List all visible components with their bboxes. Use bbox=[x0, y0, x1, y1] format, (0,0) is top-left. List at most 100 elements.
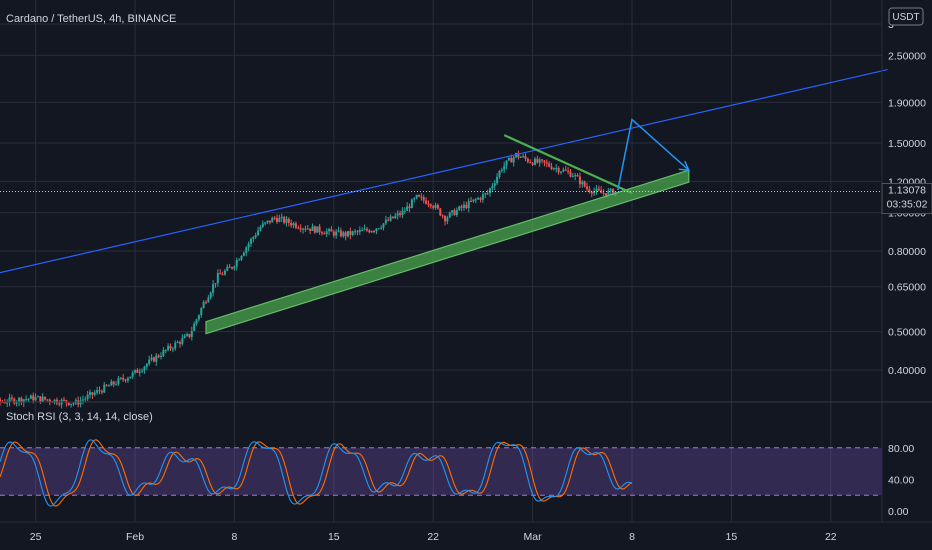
stoch-tick-label: 40.00 bbox=[888, 474, 914, 486]
candle-body bbox=[420, 196, 423, 198]
candle-body bbox=[484, 193, 487, 195]
candle-body bbox=[306, 228, 309, 230]
candle-body bbox=[602, 193, 605, 195]
candle-body bbox=[332, 231, 335, 236]
candle-body bbox=[401, 210, 404, 215]
candle-body bbox=[209, 292, 212, 298]
candle-body bbox=[394, 215, 397, 219]
candle-body bbox=[363, 228, 366, 230]
projection-path[interactable] bbox=[617, 118, 690, 191]
candle-body bbox=[569, 171, 572, 177]
currency-badge-box[interactable] bbox=[888, 7, 924, 26]
candle-body bbox=[171, 348, 174, 350]
candle-body bbox=[612, 188, 615, 195]
candle-body bbox=[365, 228, 368, 231]
candle-body bbox=[529, 161, 532, 163]
candle-body bbox=[89, 392, 92, 395]
candle-body bbox=[557, 168, 560, 173]
candle-body bbox=[193, 323, 196, 331]
currency-badge: USDT bbox=[892, 12, 919, 23]
candle-body bbox=[467, 200, 470, 209]
candle-body bbox=[512, 157, 515, 163]
candle-body bbox=[81, 399, 84, 401]
candle-body bbox=[545, 162, 548, 164]
candle-body bbox=[20, 397, 23, 403]
candle-body bbox=[188, 334, 191, 337]
upper-trendline[interactable] bbox=[0, 69, 888, 284]
candle-body bbox=[15, 401, 18, 404]
candle-body bbox=[266, 220, 269, 223]
candle-body bbox=[58, 403, 61, 405]
candle-body bbox=[477, 198, 480, 200]
candle-body bbox=[373, 231, 376, 233]
candle-body bbox=[294, 223, 297, 228]
candle-body bbox=[552, 168, 555, 170]
candle-body bbox=[347, 231, 349, 237]
candle-body bbox=[110, 381, 113, 386]
candle-body bbox=[328, 229, 331, 232]
candle-body bbox=[342, 232, 345, 237]
stoch-rsi-title[interactable]: Stoch RSI (3, 3, 14, 14, close) bbox=[6, 411, 153, 423]
candle-body bbox=[93, 392, 96, 395]
candle-body bbox=[396, 213, 399, 216]
candle-body bbox=[410, 199, 413, 209]
candle-body bbox=[200, 308, 203, 316]
candle-body bbox=[313, 226, 316, 233]
candle-body bbox=[212, 284, 215, 293]
candle-body bbox=[152, 357, 155, 362]
candle-body bbox=[441, 215, 444, 217]
symbol-title[interactable]: Cardano / TetherUS, 4h, BINANCE bbox=[6, 13, 176, 25]
drawings[interactable] bbox=[0, 69, 888, 335]
candle-body bbox=[221, 274, 224, 276]
candle-body bbox=[581, 181, 584, 185]
candle-body bbox=[486, 193, 489, 195]
price-tick-label: 0.40000 bbox=[888, 365, 926, 377]
candle-body bbox=[590, 191, 593, 194]
candle-body bbox=[460, 206, 463, 208]
candle-body bbox=[354, 231, 357, 233]
candle-body bbox=[98, 390, 101, 392]
time-tick-label: 22 bbox=[825, 531, 837, 543]
candle-body bbox=[316, 226, 319, 233]
candle-body bbox=[389, 216, 392, 221]
candle-body bbox=[32, 395, 35, 401]
candle-body bbox=[160, 355, 163, 357]
candle-body bbox=[174, 342, 177, 349]
candle-body bbox=[96, 390, 99, 393]
candle-body bbox=[280, 216, 283, 219]
candle-body bbox=[444, 216, 447, 222]
candle-body bbox=[53, 399, 56, 403]
candle-body bbox=[155, 355, 158, 362]
candle-body bbox=[22, 399, 25, 403]
candle-body bbox=[380, 227, 383, 229]
candle-body bbox=[453, 210, 456, 216]
candle-body bbox=[493, 183, 496, 187]
candle-body bbox=[304, 228, 307, 230]
candle-body bbox=[264, 222, 267, 224]
candle-body bbox=[197, 315, 200, 320]
candle-body bbox=[214, 283, 217, 285]
candle-body bbox=[418, 194, 420, 197]
candle-body bbox=[311, 226, 314, 231]
candle-body bbox=[141, 370, 144, 372]
candle-body bbox=[299, 228, 302, 230]
candle-body bbox=[115, 384, 118, 386]
stoch-tick-label: 80.00 bbox=[888, 443, 914, 455]
price-tick-label: 0.65000 bbox=[888, 282, 926, 294]
candle-body bbox=[325, 231, 328, 235]
candle-body bbox=[278, 218, 281, 222]
candle-body bbox=[167, 345, 170, 350]
candle-body bbox=[370, 231, 373, 233]
candle-body bbox=[583, 181, 586, 187]
candle-body bbox=[429, 204, 432, 207]
rising-channel-band[interactable] bbox=[205, 169, 690, 335]
descending-trendline[interactable] bbox=[503, 134, 633, 195]
candle-body bbox=[292, 223, 295, 226]
candle-body bbox=[377, 228, 380, 230]
candle-body bbox=[555, 168, 558, 170]
candle-body bbox=[138, 371, 141, 373]
candle-body bbox=[403, 210, 406, 212]
candle-body bbox=[496, 176, 499, 184]
candle-body bbox=[302, 228, 305, 230]
